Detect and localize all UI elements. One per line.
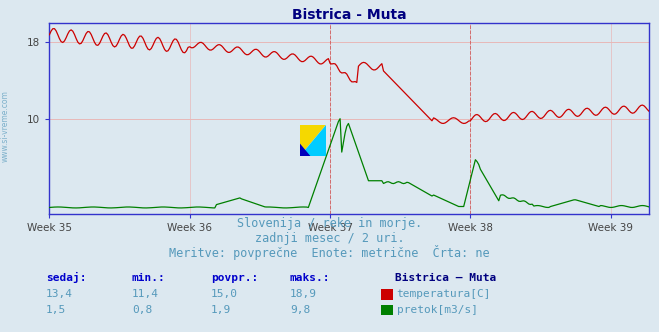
Text: temperatura[C]: temperatura[C] — [397, 289, 491, 299]
Text: 15,0: 15,0 — [211, 289, 238, 299]
Polygon shape — [300, 124, 326, 156]
Polygon shape — [300, 124, 326, 156]
Text: povpr.:: povpr.: — [211, 273, 258, 283]
Text: 13,4: 13,4 — [46, 289, 73, 299]
Title: Bistrica - Muta: Bistrica - Muta — [292, 8, 407, 22]
Text: zadnji mesec / 2 uri.: zadnji mesec / 2 uri. — [254, 232, 405, 245]
Text: Meritve: povprečne  Enote: metrične  Črta: ne: Meritve: povprečne Enote: metrične Črta:… — [169, 245, 490, 260]
Text: 18,9: 18,9 — [290, 289, 317, 299]
Text: 11,4: 11,4 — [132, 289, 159, 299]
Text: sedaj:: sedaj: — [46, 272, 86, 283]
Text: 0,8: 0,8 — [132, 305, 152, 315]
Text: Slovenija / reke in morje.: Slovenija / reke in morje. — [237, 217, 422, 230]
Text: 1,9: 1,9 — [211, 305, 231, 315]
Text: Bistrica – Muta: Bistrica – Muta — [395, 273, 497, 283]
Text: maks.:: maks.: — [290, 273, 330, 283]
Text: min.:: min.: — [132, 273, 165, 283]
Text: www.si-vreme.com: www.si-vreme.com — [1, 90, 10, 162]
Text: 9,8: 9,8 — [290, 305, 310, 315]
Polygon shape — [300, 143, 310, 156]
Text: pretok[m3/s]: pretok[m3/s] — [397, 305, 478, 315]
Text: 1,5: 1,5 — [46, 305, 67, 315]
